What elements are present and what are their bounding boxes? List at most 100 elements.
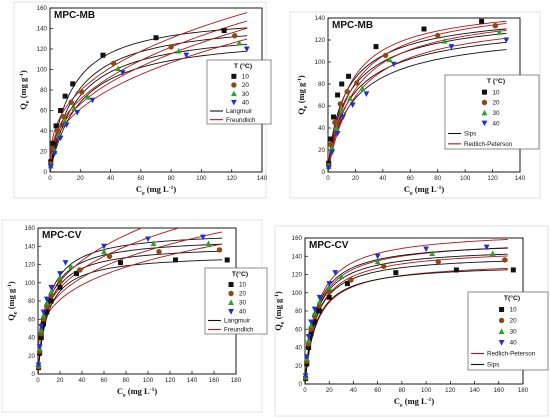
y-tick-label: 100 [292, 290, 303, 297]
legend-marker-30 [498, 328, 505, 334]
data-point-40 [423, 246, 430, 253]
x-tick-label: 60 [137, 175, 144, 182]
data-point-10 [479, 18, 485, 24]
y-axis-label: Qe (mg g-1) [6, 281, 19, 321]
redlich-peterson-curve-20 [328, 23, 507, 172]
data-point-40 [119, 70, 126, 76]
data-point-10 [510, 267, 516, 273]
data-point-20 [216, 247, 223, 253]
data-point-20 [492, 23, 499, 29]
data-point-30 [333, 124, 340, 131]
legend-label-30: 30 [492, 110, 500, 117]
data-point-20 [168, 44, 174, 50]
data-points [302, 244, 516, 382]
legend-label-30: 30 [242, 91, 250, 98]
x-axis-label: Ce (mg L-1) [136, 184, 177, 197]
data-point-10 [308, 331, 314, 337]
legend-label-10: 10 [239, 282, 247, 289]
data-point-10 [421, 26, 427, 32]
chart-panel-2: 0 20 40 60 80 100 120 140 0 20 40 60 80 100 120 140 MPC-… [289, 11, 541, 199]
x-tick-label: 80 [168, 175, 175, 182]
data-point-10 [344, 281, 350, 287]
x-axis-label: Ce (mg L-1) [404, 184, 445, 197]
data-point-40 [503, 37, 510, 44]
data-point-30 [236, 39, 243, 46]
y-tick-label: 120 [25, 262, 36, 269]
x-tick-label: 140 [257, 175, 268, 182]
data-point-10 [224, 257, 230, 263]
x-tick-label: 20 [352, 175, 359, 182]
data-point-40 [448, 44, 455, 50]
y-tick-label: 0 [322, 169, 326, 176]
legend-label-sips: Sips [487, 362, 499, 369]
x-tick-label: 0 [48, 175, 52, 182]
y-tick-label: 0 [299, 381, 303, 388]
data-point-30 [205, 240, 212, 247]
data-point-30 [308, 322, 314, 329]
data-points [47, 28, 250, 170]
data-point-20 [435, 259, 441, 265]
chart-title: MPC-MB [54, 10, 95, 21]
data-point-30 [43, 299, 50, 306]
data-point-30 [326, 284, 333, 290]
legend-label-10: 10 [242, 74, 250, 81]
x-tick-label: 60 [374, 387, 381, 394]
data-point-20 [382, 52, 389, 59]
data-point-20 [68, 99, 74, 106]
x-tick-label: 80 [398, 387, 405, 394]
legend-box [206, 59, 272, 125]
x-axis-label: Ce (mg L-1) [117, 386, 158, 399]
legend-title: T (°C) [234, 62, 252, 70]
freundlich-curve-10 [50, 12, 248, 171]
legend-label-20: 20 [239, 291, 247, 298]
data-point-40 [308, 319, 314, 326]
y-tick-label: 80 [28, 298, 35, 305]
data-point-20 [110, 60, 117, 67]
y-tick-label: 100 [37, 67, 48, 74]
legend-label-40: 40 [492, 120, 500, 127]
y-tick-label: 20 [295, 363, 302, 370]
data-point-30 [57, 274, 63, 280]
langmuir-curve-40 [50, 50, 248, 172]
x-tick-label: 40 [350, 387, 357, 394]
legend-label-40: 40 [510, 340, 518, 347]
data-point-10 [328, 136, 334, 142]
data-point-40 [145, 236, 151, 243]
data-point-40 [47, 164, 54, 170]
x-tick-label: 80 [123, 377, 130, 384]
data-point-30 [150, 240, 157, 247]
x-tick-label: 120 [165, 377, 176, 384]
data-point-20 [332, 119, 338, 126]
data-point-10 [70, 81, 76, 87]
data-point-40 [183, 52, 190, 59]
data-point-20 [348, 277, 354, 283]
legend: T(°C) 10 20 30 40 Redlich-Peterson Sips [467, 291, 549, 371]
data-point-40 [57, 271, 63, 277]
data-point-40 [363, 91, 370, 97]
data-point-10 [153, 35, 159, 41]
data-point-40 [243, 46, 250, 53]
chart-panel-3: 0 20 40 60 80 100 120 140 160 180 0 20 40 60 80 100 120 1… [1, 219, 268, 413]
data-point-10 [312, 319, 318, 325]
data-point-40 [43, 296, 50, 303]
freundlich-curve-20 [38, 231, 223, 372]
data-point-10 [304, 361, 310, 367]
y-tick-label: 0 [44, 169, 48, 176]
data-point-10 [50, 140, 56, 146]
redlich-peterson-curve-30 [328, 29, 507, 172]
y-tick-label: 140 [315, 15, 326, 22]
x-tick-label: 100 [196, 175, 207, 182]
y-tick-label: 140 [25, 243, 36, 250]
legend-marker-30 [228, 299, 234, 305]
data-point-40 [57, 135, 64, 142]
data-point-10 [48, 298, 54, 304]
legend-label-redlich-peterson: Redlich-Peterson [487, 351, 536, 358]
y-tick-label: 20 [40, 149, 47, 156]
x-tick-label: 40 [107, 175, 114, 182]
legend-label-freundlich: Freundlich [226, 117, 256, 124]
data-point-30 [48, 288, 55, 295]
langmuir-curve-10 [38, 259, 223, 374]
data-point-40 [40, 309, 47, 316]
legend-marker-20 [231, 82, 237, 88]
